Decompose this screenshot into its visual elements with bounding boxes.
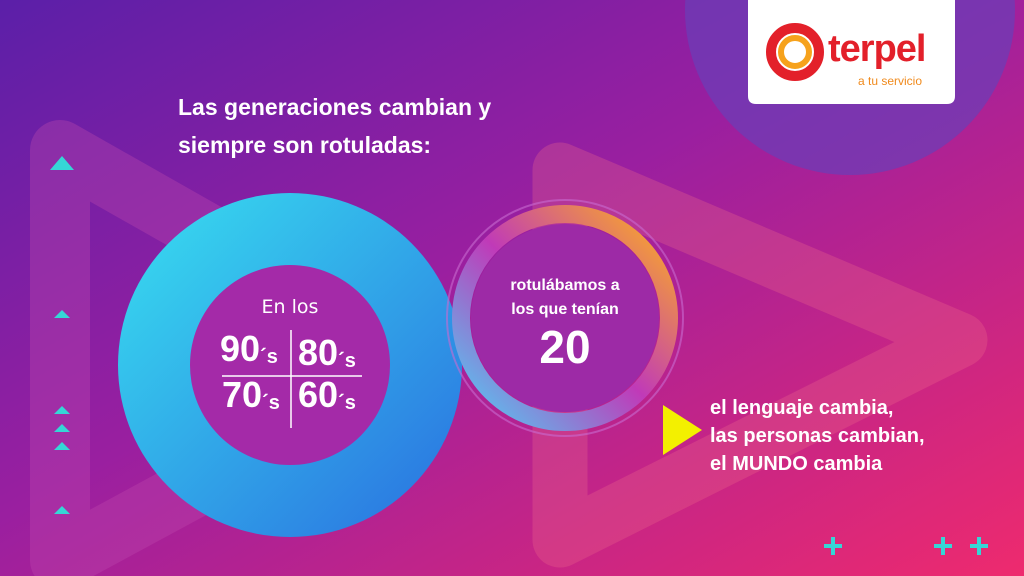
deco-small-triangle xyxy=(54,310,70,318)
deco-small-triangle xyxy=(54,406,70,414)
decade-suffix: ´s xyxy=(260,346,278,368)
ring-line: rotulábamos a xyxy=(510,277,620,294)
title-line: Las generaciones cambian y xyxy=(178,94,492,120)
logo-tagline: a tu servicio xyxy=(858,74,923,88)
yellow-arrow xyxy=(663,405,702,455)
decade-suffix: ´s xyxy=(338,350,356,372)
deco-plus xyxy=(824,537,988,555)
ring-text: rotulábamos a los que tenían xyxy=(485,274,645,322)
intro: En los xyxy=(261,296,319,318)
decade-number: 90 xyxy=(220,328,261,369)
inner-circle xyxy=(190,265,390,465)
deco-small-triangle xyxy=(54,506,70,514)
change-line: el lenguaje cambia, xyxy=(710,397,894,419)
ring-line: los que tenían xyxy=(511,301,619,318)
decade: 70´s xyxy=(222,374,280,416)
logo-mark xyxy=(766,23,824,81)
logo-mark xyxy=(778,35,812,69)
decade: 90´s xyxy=(220,328,278,370)
logo-name: terpel xyxy=(828,28,926,70)
decade-suffix: ´s xyxy=(262,392,280,414)
decade: 60´s xyxy=(298,374,356,416)
decade: 80´s xyxy=(298,332,356,374)
change-line: el MUNDO cambia xyxy=(710,453,883,475)
title: Las generaciones cambian y siempre son r… xyxy=(178,88,491,164)
changes: el lenguaje cambia, las personas cambian… xyxy=(710,394,925,478)
title-line: siempre son rotuladas: xyxy=(178,132,432,158)
deco-small-triangle xyxy=(54,442,70,450)
decade-number: 70 xyxy=(222,374,263,415)
decade-number: 60 xyxy=(298,374,339,415)
decade-number: 80 xyxy=(298,332,339,373)
ring xyxy=(452,205,678,431)
ring-number: 20 xyxy=(539,321,591,373)
decade-suffix: ´s xyxy=(338,392,356,414)
ring-inner xyxy=(471,224,659,412)
ring-outline xyxy=(446,199,684,437)
change-line: las personas cambian, xyxy=(710,425,925,447)
deco-small-triangle xyxy=(54,424,70,432)
deco-small-triangle xyxy=(50,156,74,170)
